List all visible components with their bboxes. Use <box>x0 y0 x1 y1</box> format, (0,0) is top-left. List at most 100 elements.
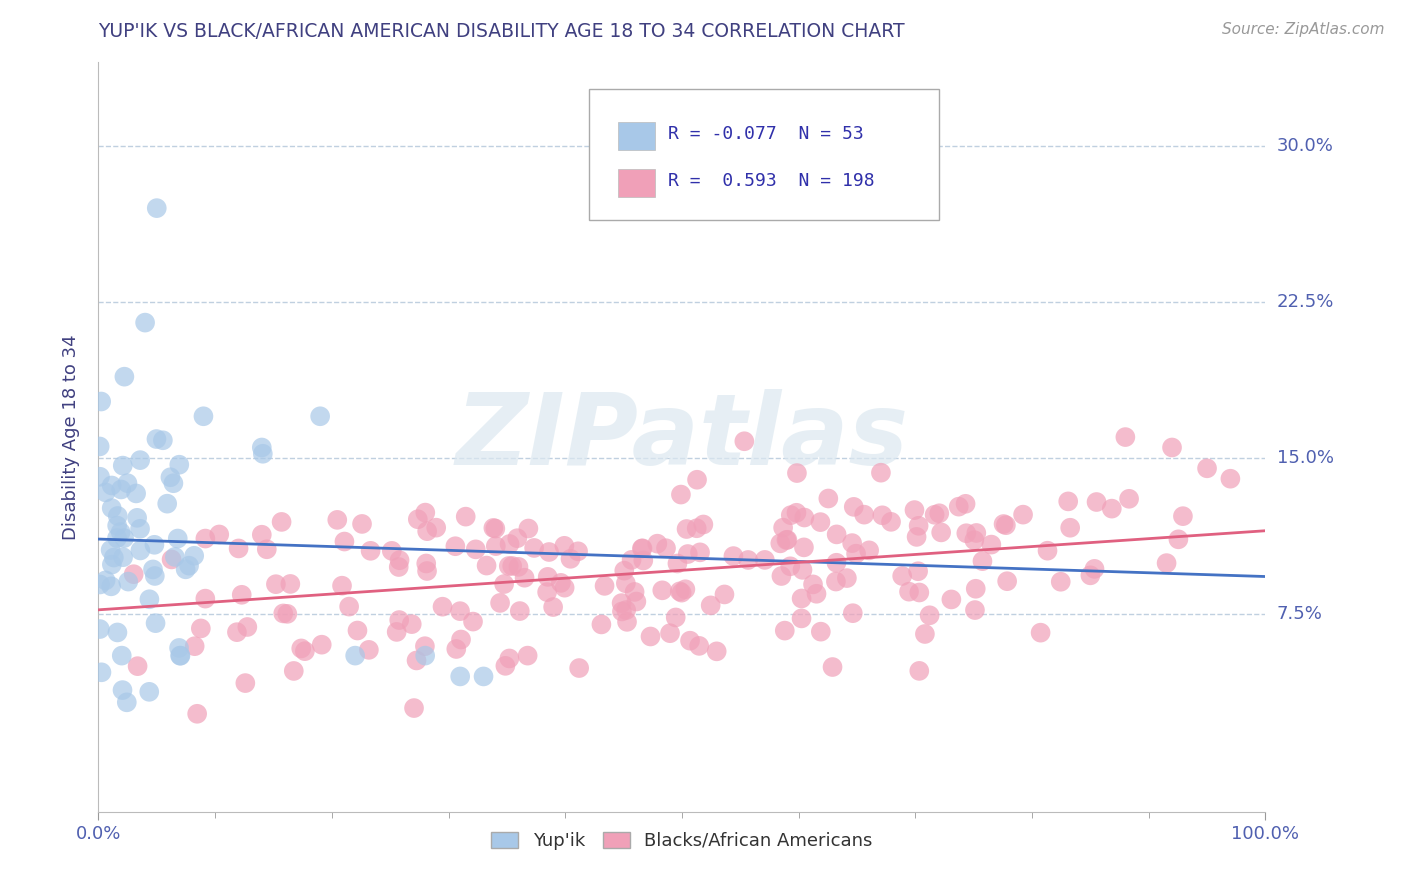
Point <box>226 625 249 640</box>
Point <box>169 648 191 663</box>
Point <box>1219 472 1241 486</box>
Point <box>665 610 688 624</box>
Point <box>94 574 117 588</box>
Point <box>655 541 678 556</box>
Point <box>733 434 755 449</box>
Point <box>100 478 122 492</box>
Point <box>193 409 215 424</box>
Point <box>112 369 135 384</box>
Point <box>111 648 134 663</box>
Legend: Yup'ik, Blacks/African Americans: Yup'ik, Blacks/African Americans <box>482 822 882 859</box>
Point <box>146 201 169 215</box>
Point <box>449 604 471 618</box>
Point <box>138 685 160 699</box>
Point <box>190 622 212 636</box>
Point <box>167 640 190 655</box>
Point <box>89 440 111 454</box>
Point <box>129 543 152 558</box>
Point <box>1059 521 1081 535</box>
Point <box>891 569 914 583</box>
Point <box>111 683 134 698</box>
Point <box>793 510 815 524</box>
Point <box>143 538 166 552</box>
Point <box>381 544 404 558</box>
Point <box>817 491 839 506</box>
Point <box>610 596 633 610</box>
Point <box>793 541 815 555</box>
Point <box>907 564 929 578</box>
Point <box>688 639 710 653</box>
Point <box>388 560 411 574</box>
Point <box>1161 441 1184 455</box>
Point <box>610 604 633 618</box>
Text: YUP'IK VS BLACK/AFRICAN AMERICAN DISABILITY AGE 18 TO 34 CORRELATION CHART: YUP'IK VS BLACK/AFRICAN AMERICAN DISABIL… <box>98 22 905 41</box>
Text: R =  0.593  N = 198: R = 0.593 N = 198 <box>668 172 875 190</box>
Point <box>415 557 437 571</box>
Point <box>550 575 572 590</box>
Point <box>841 536 863 550</box>
Point <box>614 576 637 591</box>
Point <box>723 549 745 563</box>
Point <box>517 521 540 535</box>
Point <box>250 441 273 455</box>
Point <box>94 485 117 500</box>
Point <box>110 525 132 540</box>
Point <box>673 582 696 597</box>
Point <box>129 522 152 536</box>
Point <box>567 544 589 558</box>
Point <box>152 434 174 448</box>
Point <box>668 584 690 599</box>
Point <box>498 537 520 551</box>
Point <box>413 648 436 663</box>
Point <box>1049 574 1071 589</box>
Point <box>671 585 693 599</box>
Point <box>995 574 1018 589</box>
Point <box>416 524 439 538</box>
Point <box>631 541 654 556</box>
Point <box>162 476 184 491</box>
Point <box>737 553 759 567</box>
Point <box>825 527 848 541</box>
Point <box>236 620 259 634</box>
Point <box>872 508 894 523</box>
Point <box>509 604 531 618</box>
Point <box>835 571 858 585</box>
Point <box>686 521 709 535</box>
Point <box>1114 430 1136 444</box>
Point <box>506 531 529 545</box>
Point <box>330 579 353 593</box>
Point <box>346 624 368 638</box>
Point <box>963 533 986 548</box>
Point <box>350 516 373 531</box>
Point <box>669 487 692 501</box>
Point <box>498 559 520 574</box>
Point <box>651 583 673 598</box>
Point <box>256 542 278 557</box>
Point <box>107 508 129 523</box>
Point <box>461 615 484 629</box>
Point <box>613 564 636 578</box>
Point <box>290 641 312 656</box>
Point <box>117 476 139 491</box>
Point <box>713 587 735 601</box>
Point <box>689 545 711 559</box>
Text: 22.5%: 22.5% <box>1277 293 1334 310</box>
Point <box>955 526 977 541</box>
Point <box>666 557 689 571</box>
Text: R = -0.077  N = 53: R = -0.077 N = 53 <box>668 125 863 143</box>
Point <box>845 547 868 561</box>
Point <box>1036 543 1059 558</box>
Point <box>821 660 844 674</box>
Point <box>924 508 946 522</box>
Point <box>640 630 662 644</box>
Point <box>908 664 931 678</box>
Point <box>432 599 454 614</box>
Point <box>89 469 111 483</box>
Point <box>444 539 467 553</box>
Point <box>842 606 865 620</box>
Point <box>754 553 776 567</box>
Point <box>482 521 505 535</box>
Point <box>112 531 135 545</box>
Point <box>228 541 250 556</box>
Point <box>770 569 793 583</box>
